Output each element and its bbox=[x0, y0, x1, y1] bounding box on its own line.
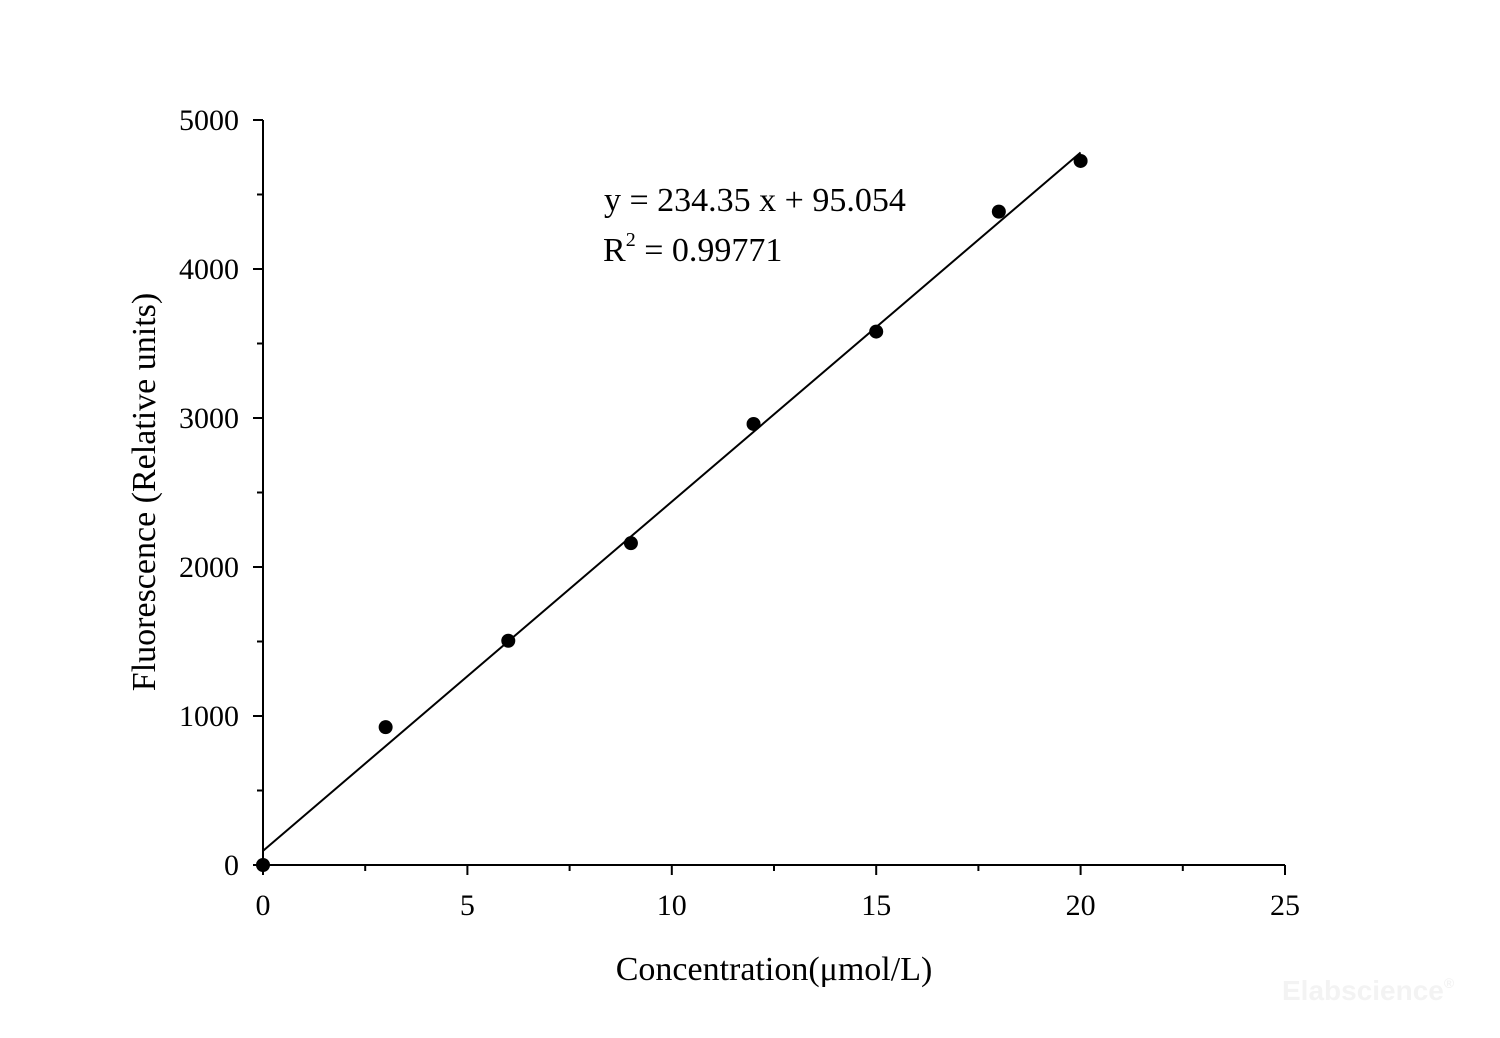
y-tick-label: 0 bbox=[224, 849, 239, 882]
x-tick-label: 10 bbox=[657, 889, 687, 922]
r-squared-letter: R bbox=[603, 232, 626, 269]
r-squared-superscript: 2 bbox=[626, 229, 636, 251]
y-tick-label: 3000 bbox=[179, 402, 239, 435]
data-points bbox=[256, 153, 1088, 872]
x-tick-label: 0 bbox=[256, 889, 271, 922]
x-tick-label: 20 bbox=[1066, 889, 1096, 922]
x-tick-label: 15 bbox=[861, 889, 891, 922]
data-point bbox=[501, 633, 516, 648]
data-point bbox=[991, 204, 1006, 219]
watermark-registered-mark: ® bbox=[1444, 975, 1455, 991]
watermark-text: Elabscience bbox=[1282, 975, 1444, 1006]
fit-line bbox=[262, 151, 1082, 852]
fit-line-group bbox=[262, 151, 1082, 852]
data-point bbox=[746, 416, 761, 431]
y-tick-label: 1000 bbox=[179, 700, 239, 733]
data-point bbox=[378, 720, 393, 735]
x-tick-label: 25 bbox=[1270, 889, 1300, 922]
y-axis-title: Fluorescence (Relative units) bbox=[126, 293, 163, 691]
data-point bbox=[623, 536, 638, 551]
data-point bbox=[869, 324, 884, 339]
r-squared: R2 = 0.99771 bbox=[603, 229, 782, 269]
tick-labels: 0 5 10 15 20 25 0 1000 2000 3000 4000 5000 bbox=[179, 104, 1300, 922]
data-point bbox=[256, 858, 270, 872]
watermark-logo: Elabscience® bbox=[1282, 975, 1455, 1006]
fit-equation: y = 234.35 x + 95.054 bbox=[604, 182, 906, 219]
x-tick-label: 5 bbox=[460, 889, 475, 922]
y-tick-label: 2000 bbox=[179, 551, 239, 584]
y-tick-label: 4000 bbox=[179, 253, 239, 286]
x-axis-title: Concentration(μmol/L) bbox=[616, 951, 933, 988]
r-squared-value: = 0.99771 bbox=[636, 232, 783, 269]
data-point bbox=[1073, 153, 1088, 168]
y-tick-label: 5000 bbox=[179, 104, 239, 137]
